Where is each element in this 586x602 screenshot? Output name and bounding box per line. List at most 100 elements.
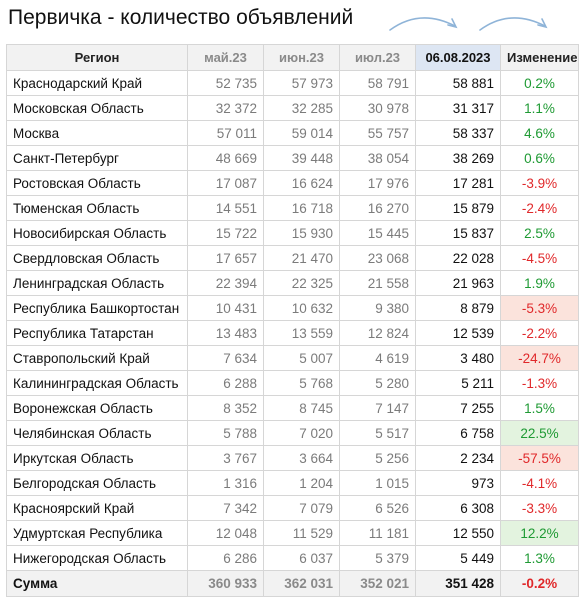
total-label-cell: Сумма <box>6 570 188 597</box>
total-current-cell: 351 428 <box>415 570 501 597</box>
change-cell: 12.2% <box>500 520 579 546</box>
current-value-cell: 5 449 <box>415 545 501 571</box>
may-value-cell: 15 722 <box>187 220 264 246</box>
current-value-cell: 58 881 <box>415 70 501 96</box>
region-cell: Санкт-Петербург <box>6 145 188 171</box>
total-may-cell: 360 933 <box>187 570 264 597</box>
change-cell: 2.5% <box>500 220 579 246</box>
current-value-cell: 12 539 <box>415 320 501 346</box>
july-value-cell: 6 526 <box>339 495 416 521</box>
region-cell: Белгородская Область <box>6 470 188 496</box>
july-value-cell: 58 791 <box>339 70 416 96</box>
july-value-cell: 5 517 <box>339 420 416 446</box>
change-cell: 1.5% <box>500 395 579 421</box>
change-cell: -3.9% <box>500 170 579 196</box>
table-row: Челябинская Область 5 788 7 020 5 517 6 758 2… <box>6 420 579 446</box>
region-cell: Ставропольский Край <box>6 345 188 371</box>
table-row: Новосибирская Область 15 722 15 930 15 445 1… <box>6 220 579 246</box>
change-cell: 22.5% <box>500 420 579 446</box>
may-value-cell: 6 288 <box>187 370 264 396</box>
change-cell: -5.3% <box>500 295 579 321</box>
table-header-row: Регион май.23 июн.23 июл.23 06.08.2023 И… <box>6 44 579 71</box>
arrow-icon <box>479 17 548 31</box>
may-value-cell: 7 634 <box>187 345 264 371</box>
table-row: Воронежская Область 8 352 8 745 7 147 7 255 1… <box>6 395 579 421</box>
june-value-cell: 39 448 <box>263 145 340 171</box>
region-cell: Московская Область <box>6 95 188 121</box>
change-cell: 1.1% <box>500 95 579 121</box>
table-row: Тюменская Область 14 551 16 718 16 270 15 87… <box>6 195 579 221</box>
region-cell: Ростовская Область <box>6 170 188 196</box>
table-row: Республика Татарстан 13 483 13 559 12 824 12… <box>6 320 579 346</box>
june-value-cell: 16 624 <box>263 170 340 196</box>
region-cell: Красноярский Край <box>6 495 188 521</box>
column-header-region: Регион <box>6 44 188 71</box>
table-row: Удмуртская Республика 12 048 11 529 11 181 1… <box>6 520 579 546</box>
current-value-cell: 15 837 <box>415 220 501 246</box>
total-row: Сумма 360 933 362 031 352 021 351 428 -0.2% <box>6 570 579 597</box>
current-value-cell: 3 480 <box>415 345 501 371</box>
june-value-cell: 1 204 <box>263 470 340 496</box>
june-value-cell: 7 079 <box>263 495 340 521</box>
may-value-cell: 14 551 <box>187 195 264 221</box>
region-cell: Республика Татарстан <box>6 320 188 346</box>
table-row: Красноярский Край 7 342 7 079 6 526 6 308 -3.… <box>6 495 579 521</box>
region-cell: Нижегородская Область <box>6 545 188 571</box>
july-value-cell: 15 445 <box>339 220 416 246</box>
change-cell: -24.7% <box>500 345 579 371</box>
region-cell: Челябинская Область <box>6 420 188 446</box>
june-value-cell: 59 014 <box>263 120 340 146</box>
june-value-cell: 5 007 <box>263 345 340 371</box>
table-row: Калининградская Область 6 288 5 768 5 280 5 … <box>6 370 579 396</box>
june-value-cell: 10 632 <box>263 295 340 321</box>
june-value-cell: 6 037 <box>263 545 340 571</box>
table-row: Республика Башкортостан 10 431 10 632 9 380… <box>6 295 579 321</box>
current-value-cell: 58 337 <box>415 120 501 146</box>
change-cell: 0.6% <box>500 145 579 171</box>
column-header-june: июн.23 <box>263 44 340 71</box>
current-value-cell: 38 269 <box>415 145 501 171</box>
table-row: Московская Область 32 372 32 285 30 978 31 3… <box>6 95 579 121</box>
current-value-cell: 8 879 <box>415 295 501 321</box>
column-header-july: июл.23 <box>339 44 416 71</box>
may-value-cell: 17 657 <box>187 245 264 271</box>
region-cell: Тюменская Область <box>6 195 188 221</box>
table-row: Москва 57 011 59 014 55 757 58 337 4.6% <box>6 120 579 146</box>
current-value-cell: 31 317 <box>415 95 501 121</box>
column-header-change: Изменение <box>500 44 579 71</box>
table-row: Ставропольский Край 7 634 5 007 4 619 3 480-… <box>6 345 579 371</box>
july-value-cell: 11 181 <box>339 520 416 546</box>
table-row: Иркутская Область 3 767 3 664 5 256 2 234 -57… <box>6 445 579 471</box>
june-value-cell: 16 718 <box>263 195 340 221</box>
current-value-cell: 6 308 <box>415 495 501 521</box>
july-value-cell: 4 619 <box>339 345 416 371</box>
current-value-cell: 7 255 <box>415 395 501 421</box>
change-cell: -1.3% <box>500 370 579 396</box>
table-row: Санкт-Петербург 48 669 39 448 38 054 38 269 0… <box>6 145 579 171</box>
current-value-cell: 5 211 <box>415 370 501 396</box>
region-cell: Свердловская Область <box>6 245 188 271</box>
current-value-cell: 973 <box>415 470 501 496</box>
region-cell: Калининградская Область <box>6 370 188 396</box>
change-cell: -2.2% <box>500 320 579 346</box>
page-title: Первичка - количество объявлений <box>8 6 354 29</box>
change-cell: 0.2% <box>500 70 579 96</box>
june-value-cell: 13 559 <box>263 320 340 346</box>
may-value-cell: 10 431 <box>187 295 264 321</box>
june-value-cell: 5 768 <box>263 370 340 396</box>
change-cell: -3.3% <box>500 495 579 521</box>
may-value-cell: 13 483 <box>187 320 264 346</box>
july-value-cell: 16 270 <box>339 195 416 221</box>
column-header-may: май.23 <box>187 44 264 71</box>
current-value-cell: 22 028 <box>415 245 501 271</box>
may-value-cell: 17 087 <box>187 170 264 196</box>
column-header-current-date: 06.08.2023 <box>415 44 501 71</box>
table-row: Свердловская Область 17 657 21 470 23 068 22… <box>6 245 579 271</box>
current-value-cell: 12 550 <box>415 520 501 546</box>
june-value-cell: 32 285 <box>263 95 340 121</box>
july-value-cell: 7 147 <box>339 395 416 421</box>
july-value-cell: 23 068 <box>339 245 416 271</box>
current-value-cell: 2 234 <box>415 445 501 471</box>
region-cell: Краснодарский Край <box>6 70 188 96</box>
july-value-cell: 30 978 <box>339 95 416 121</box>
